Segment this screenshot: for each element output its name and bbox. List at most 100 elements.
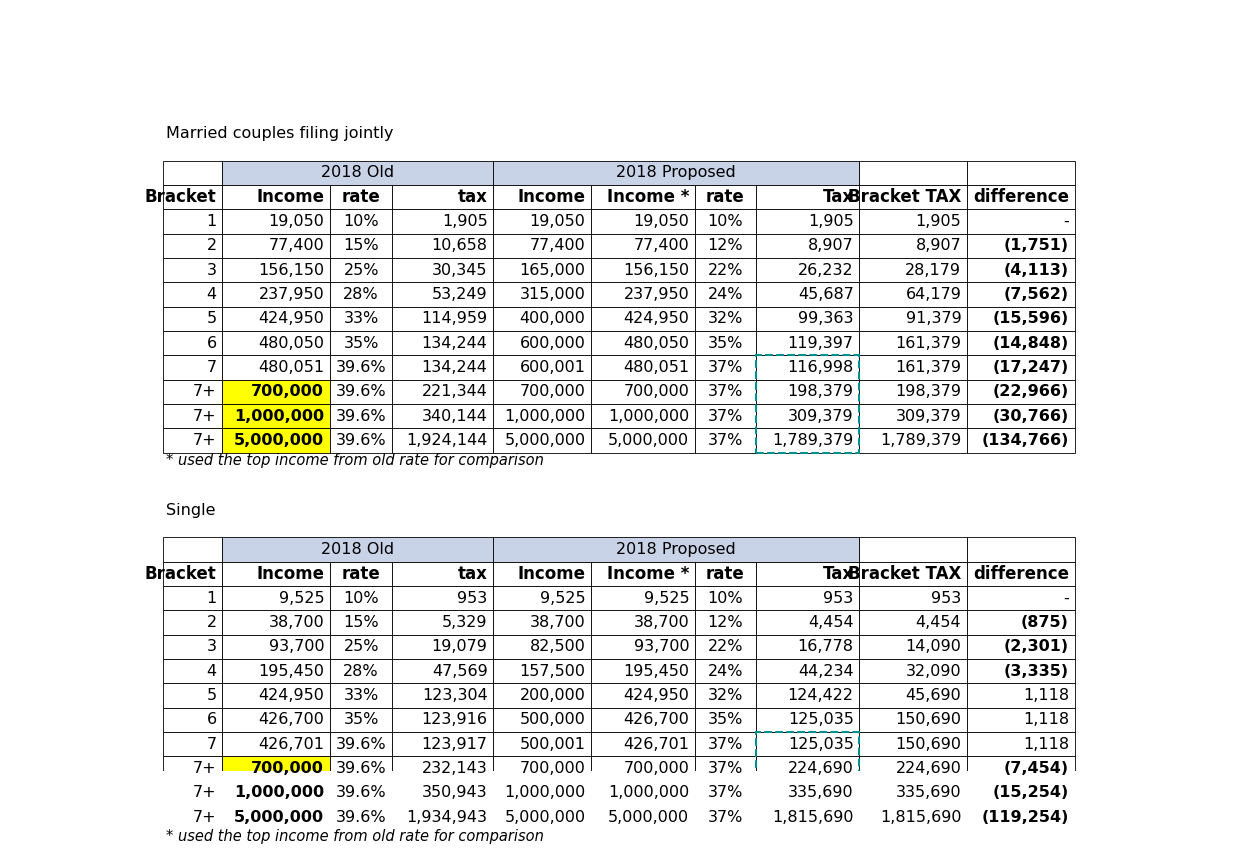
- Text: 1: 1: [206, 214, 217, 229]
- Text: -: -: [1063, 214, 1069, 229]
- Bar: [330, 185, 392, 210]
- Text: 309,379: 309,379: [789, 409, 853, 423]
- Text: Income *: Income *: [606, 565, 689, 583]
- Bar: [392, 234, 494, 258]
- Bar: [859, 234, 967, 258]
- Text: 1,815,690: 1,815,690: [879, 810, 961, 824]
- Bar: [755, 732, 859, 756]
- Text: 1,118: 1,118: [1023, 713, 1069, 727]
- Text: 38,700: 38,700: [268, 615, 324, 630]
- Bar: [494, 805, 591, 830]
- Bar: [967, 234, 1075, 258]
- Text: 45,690: 45,690: [905, 688, 961, 703]
- Bar: [222, 708, 330, 732]
- Text: 7+: 7+: [193, 409, 217, 423]
- Text: 424,950: 424,950: [624, 311, 689, 326]
- Text: 315,000: 315,000: [520, 287, 585, 302]
- Text: 38,700: 38,700: [634, 615, 689, 630]
- Bar: [591, 732, 696, 756]
- Bar: [494, 537, 859, 562]
- Text: 37%: 37%: [708, 360, 743, 375]
- Text: rate: rate: [706, 565, 745, 583]
- Text: 35%: 35%: [343, 336, 379, 351]
- Bar: [696, 210, 755, 234]
- Text: 161,379: 161,379: [895, 360, 961, 375]
- Bar: [696, 258, 755, 282]
- Text: (7,454): (7,454): [1004, 761, 1069, 776]
- Bar: [859, 708, 967, 732]
- Bar: [755, 234, 859, 258]
- Bar: [162, 185, 222, 210]
- Text: 25%: 25%: [343, 639, 379, 655]
- Text: 350,943: 350,943: [422, 785, 487, 800]
- Text: difference: difference: [973, 188, 1069, 206]
- Text: 1,924,144: 1,924,144: [407, 433, 487, 448]
- Text: 10,658: 10,658: [432, 238, 487, 253]
- Text: 198,379: 198,379: [787, 385, 853, 399]
- Text: 953: 953: [931, 591, 961, 605]
- Bar: [755, 659, 859, 683]
- Bar: [330, 611, 392, 635]
- Text: difference: difference: [973, 565, 1069, 583]
- Bar: [392, 683, 494, 708]
- Bar: [330, 307, 392, 331]
- Text: Income: Income: [517, 565, 585, 583]
- Text: Income: Income: [517, 188, 585, 206]
- Text: 3: 3: [207, 639, 217, 655]
- Text: 700,000: 700,000: [624, 385, 689, 399]
- Bar: [696, 611, 755, 635]
- Bar: [162, 234, 222, 258]
- Text: rate: rate: [342, 188, 381, 206]
- Bar: [696, 282, 755, 307]
- Text: 400,000: 400,000: [520, 311, 585, 326]
- Bar: [591, 635, 696, 659]
- Bar: [162, 282, 222, 307]
- Bar: [967, 379, 1075, 404]
- Text: 5,000,000: 5,000,000: [505, 810, 585, 824]
- Bar: [755, 732, 859, 830]
- Bar: [859, 659, 967, 683]
- Text: 335,690: 335,690: [789, 785, 853, 800]
- Text: Income: Income: [257, 565, 324, 583]
- Text: * used the top income from old rate for comparison: * used the top income from old rate for …: [166, 830, 543, 844]
- Text: 237,950: 237,950: [624, 287, 689, 302]
- Bar: [392, 185, 494, 210]
- Bar: [967, 537, 1075, 562]
- Text: (15,596): (15,596): [993, 311, 1069, 326]
- Text: 5: 5: [206, 688, 217, 703]
- Bar: [222, 732, 330, 756]
- Bar: [696, 805, 755, 830]
- Text: 123,304: 123,304: [422, 688, 487, 703]
- Text: (7,562): (7,562): [1004, 287, 1069, 302]
- Text: * used the top income from old rate for comparison: * used the top income from old rate for …: [166, 453, 543, 468]
- Bar: [591, 210, 696, 234]
- Text: 37%: 37%: [708, 433, 743, 448]
- Bar: [222, 659, 330, 683]
- Bar: [162, 562, 222, 586]
- Text: 335,690: 335,690: [895, 785, 961, 800]
- Bar: [696, 185, 755, 210]
- Text: 28%: 28%: [343, 663, 379, 679]
- Bar: [494, 429, 591, 453]
- Text: 195,450: 195,450: [624, 663, 689, 679]
- Text: 93,700: 93,700: [269, 639, 324, 655]
- Text: 9,525: 9,525: [644, 591, 689, 605]
- Bar: [967, 683, 1075, 708]
- Bar: [967, 805, 1075, 830]
- Text: 7+: 7+: [193, 433, 217, 448]
- Bar: [967, 562, 1075, 586]
- Text: 426,701: 426,701: [624, 737, 689, 752]
- Bar: [494, 379, 591, 404]
- Bar: [494, 659, 591, 683]
- Bar: [755, 756, 859, 781]
- Bar: [162, 781, 222, 805]
- Bar: [859, 331, 967, 355]
- Text: 10%: 10%: [343, 214, 379, 229]
- Bar: [162, 160, 222, 185]
- Bar: [967, 429, 1075, 453]
- Text: 7+: 7+: [193, 785, 217, 800]
- Bar: [494, 611, 591, 635]
- Text: 39.6%: 39.6%: [336, 433, 387, 448]
- Text: 1: 1: [206, 591, 217, 605]
- Text: 123,916: 123,916: [422, 713, 487, 727]
